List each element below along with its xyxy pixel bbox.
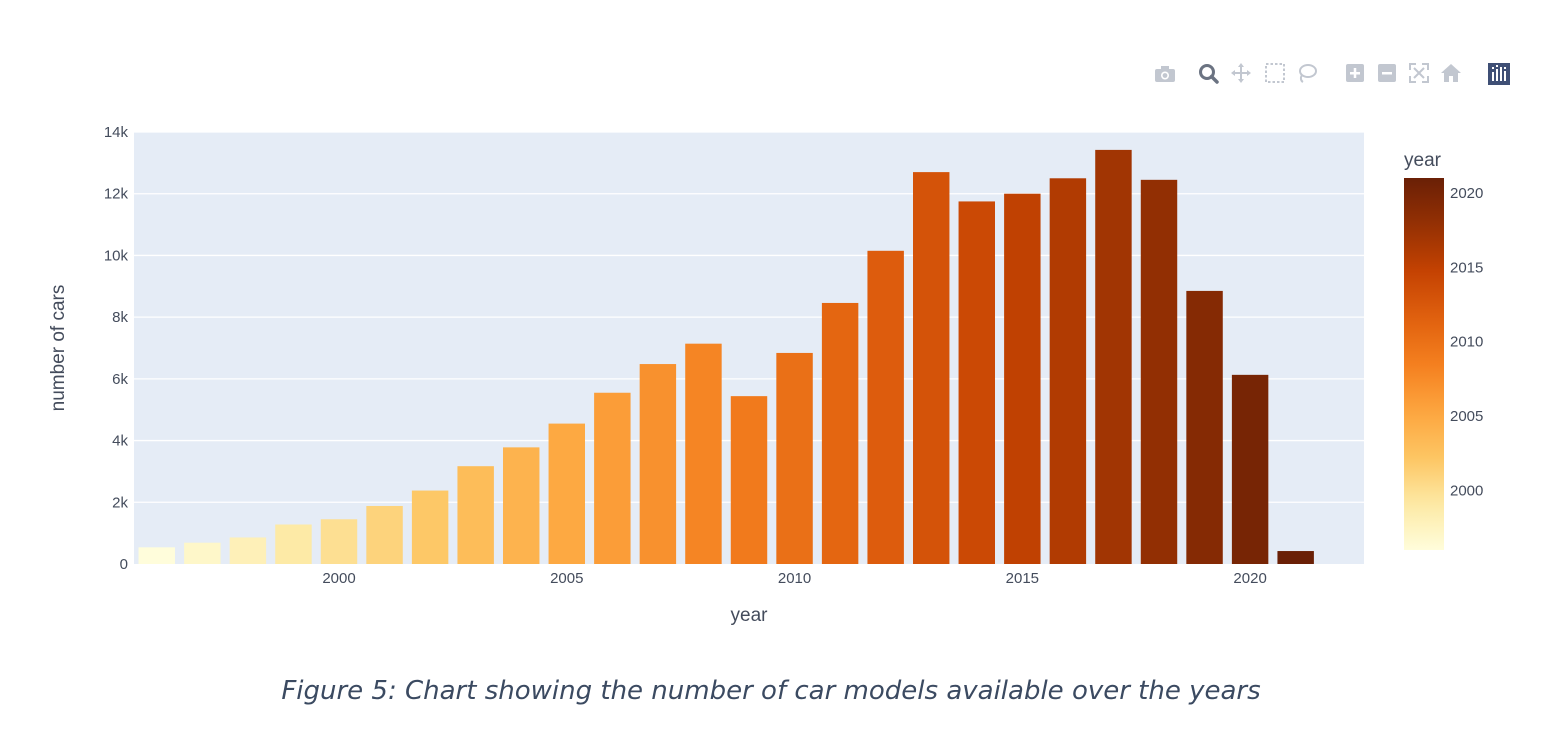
camera-icon[interactable] [1152, 60, 1178, 88]
y-tick-label: 2k [112, 494, 128, 511]
modebar [1148, 60, 1518, 90]
bar-2011[interactable] [821, 302, 859, 564]
autoscale-icon[interactable] [1406, 60, 1432, 88]
bar-2021[interactable] [1277, 551, 1314, 564]
reset-axes-icon[interactable] [1438, 60, 1464, 88]
bar-2000[interactable] [320, 519, 358, 564]
x-axis-title: year [731, 605, 769, 626]
colorbar [1404, 178, 1444, 550]
bar-2016[interactable] [1049, 178, 1087, 565]
x-tick-label: 2005 [550, 570, 583, 587]
y-tick-label: 8k [112, 309, 128, 326]
bar-2003[interactable] [457, 466, 494, 564]
bar-chart: 0 2k 4k 6k 8k 10k 12k 14k 2000 2005 2010 2015 2020 ye… [48, 124, 1483, 626]
y-tick-label: 0 [120, 556, 128, 573]
x-tick-label: 2000 [322, 570, 355, 587]
bar-2012[interactable] [867, 250, 904, 565]
x-tick-label: 2010 [778, 570, 811, 587]
bar-2006[interactable] [594, 392, 631, 564]
y-tick-label: 14k [104, 124, 129, 141]
pan-icon[interactable] [1228, 60, 1254, 88]
x-tick-label: 2020 [1233, 570, 1266, 587]
bar-2017[interactable] [1095, 149, 1132, 564]
y-tick-label: 4k [112, 433, 128, 450]
zoom-icon[interactable] [1196, 60, 1222, 88]
bar-2020[interactable] [1231, 374, 1269, 564]
bar-1996[interactable] [138, 547, 175, 564]
bar-1999[interactable] [275, 524, 312, 564]
bar-2004[interactable] [503, 447, 540, 564]
bar-2014[interactable] [958, 201, 995, 564]
y-axis-title: number of cars [48, 285, 69, 412]
colorbar-tick-label: 2005 [1450, 408, 1483, 425]
zoom-out-icon[interactable] [1374, 60, 1400, 88]
bar-1998[interactable] [229, 537, 267, 564]
bar-2010[interactable] [776, 352, 813, 564]
bar-2001[interactable] [366, 505, 403, 564]
zoom-in-icon[interactable] [1342, 60, 1368, 88]
y-tick-label: 10k [104, 247, 129, 264]
colorbar-tick-label: 2000 [1450, 482, 1483, 499]
y-tick-label: 6k [112, 371, 128, 388]
bar-2018[interactable] [1140, 179, 1178, 565]
bar-2015[interactable] [1004, 193, 1041, 564]
bar-1997[interactable] [184, 542, 221, 564]
x-tick-label: 2015 [1006, 570, 1039, 587]
colorbar-title: year [1404, 150, 1442, 171]
bar-2013[interactable] [913, 172, 950, 564]
bar-2019[interactable] [1186, 290, 1223, 564]
bar-2007[interactable] [639, 364, 677, 564]
bar-2002[interactable] [411, 490, 449, 564]
plotly-logo-icon[interactable] [1486, 60, 1512, 88]
bar-2009[interactable] [730, 396, 768, 564]
y-tick-label: 12k [104, 186, 129, 203]
box-select-icon[interactable] [1262, 60, 1288, 88]
colorbar-tick-label: 2020 [1450, 185, 1483, 202]
figure-caption: Figure 5: Chart showing the number of ca… [281, 676, 1261, 706]
colorbar-tick-label: 2010 [1450, 334, 1483, 351]
bar-2008[interactable] [685, 343, 722, 564]
bar-2005[interactable] [548, 423, 585, 564]
colorbar-tick-label: 2015 [1450, 259, 1483, 276]
lasso-select-icon[interactable] [1294, 60, 1320, 88]
